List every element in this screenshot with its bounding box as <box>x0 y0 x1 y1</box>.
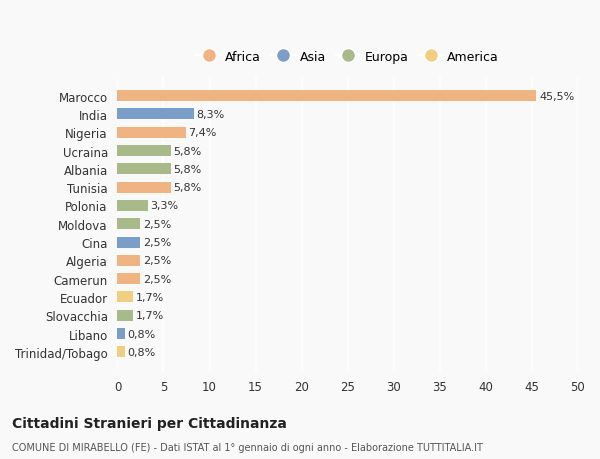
Bar <box>118 274 140 285</box>
Bar <box>118 91 536 102</box>
Bar <box>118 255 140 266</box>
Text: 1,7%: 1,7% <box>136 311 164 320</box>
Text: 5,8%: 5,8% <box>173 146 202 156</box>
Bar <box>118 201 148 212</box>
Text: 2,5%: 2,5% <box>143 219 172 229</box>
Bar <box>118 292 133 303</box>
Text: COMUNE DI MIRABELLO (FE) - Dati ISTAT al 1° gennaio di ogni anno - Elaborazione : COMUNE DI MIRABELLO (FE) - Dati ISTAT al… <box>12 442 483 452</box>
Text: 1,7%: 1,7% <box>136 292 164 302</box>
Text: 2,5%: 2,5% <box>143 237 172 247</box>
Bar <box>118 128 185 139</box>
Text: Cittadini Stranieri per Cittadinanza: Cittadini Stranieri per Cittadinanza <box>12 416 287 430</box>
Bar <box>118 109 194 120</box>
Bar <box>118 182 171 193</box>
Text: 2,5%: 2,5% <box>143 274 172 284</box>
Text: 5,8%: 5,8% <box>173 164 202 174</box>
Text: 3,3%: 3,3% <box>151 201 179 211</box>
Text: 8,3%: 8,3% <box>197 110 225 120</box>
Bar <box>118 219 140 230</box>
Text: 5,8%: 5,8% <box>173 183 202 193</box>
Text: 7,4%: 7,4% <box>188 128 217 138</box>
Bar <box>118 347 125 358</box>
Legend: Africa, Asia, Europa, America: Africa, Asia, Europa, America <box>191 46 504 69</box>
Text: 45,5%: 45,5% <box>539 91 574 101</box>
Text: 0,8%: 0,8% <box>128 329 156 339</box>
Text: 2,5%: 2,5% <box>143 256 172 266</box>
Bar <box>118 237 140 248</box>
Bar <box>118 146 171 157</box>
Bar <box>118 164 171 175</box>
Bar <box>118 328 125 339</box>
Text: 0,8%: 0,8% <box>128 347 156 357</box>
Bar <box>118 310 133 321</box>
